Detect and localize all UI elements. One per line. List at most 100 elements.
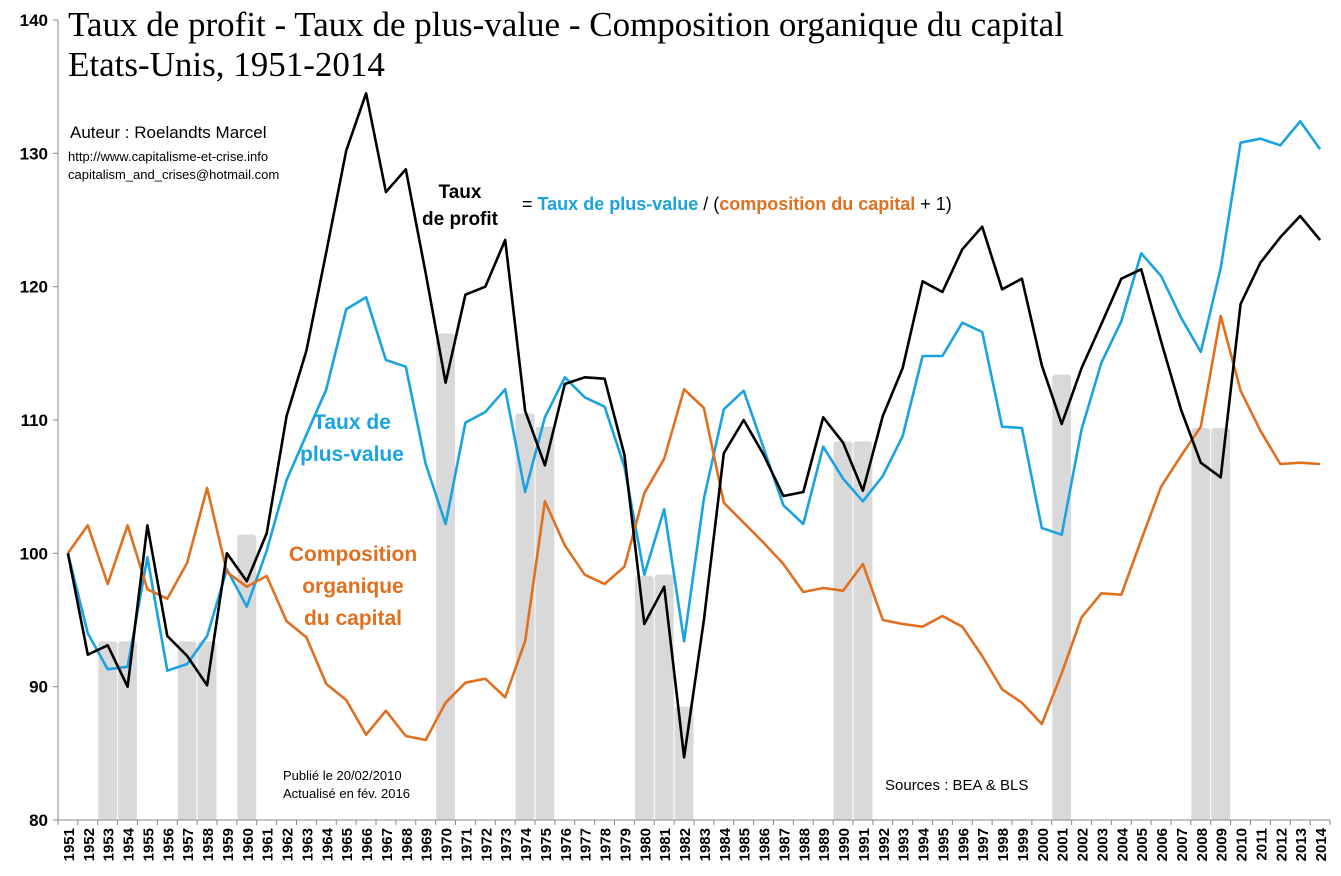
formula-label: de profit xyxy=(422,209,499,230)
annotation: Publié le 20/02/2010 xyxy=(283,768,402,783)
x-tick-label: 1956 xyxy=(160,828,177,861)
x-tick-label: 1954 xyxy=(121,827,138,861)
x-tick-label: 1972 xyxy=(478,828,495,861)
annotation: plus-value xyxy=(300,443,404,466)
line xyxy=(66,92,1322,759)
x-tick-label: 1957 xyxy=(180,828,197,861)
formula-part: + 1) xyxy=(915,194,952,214)
x-tick-label: 1961 xyxy=(260,828,277,861)
annotation: Taux de xyxy=(313,411,391,434)
y-tick-label: 120 xyxy=(20,278,48,297)
x-tick-label: 2008 xyxy=(1194,828,1211,861)
x-tick-label: 1968 xyxy=(399,828,416,861)
x-tick-label: 1967 xyxy=(379,828,396,861)
x-tick-label: 1988 xyxy=(796,828,813,861)
bar xyxy=(1191,428,1211,820)
author-text: Auteur : Roelandts Marcel xyxy=(70,123,267,142)
author-text: capitalism_and_crises@hotmail.com xyxy=(68,167,279,182)
x-tick-label: 1976 xyxy=(558,828,575,861)
x-tick-label: 1958 xyxy=(200,828,217,861)
x-tick-label: 1983 xyxy=(697,828,714,861)
x-tick-label: 1964 xyxy=(319,827,336,861)
x-tick-label: 2001 xyxy=(1055,828,1072,861)
x-tick-label: 2000 xyxy=(1035,828,1052,861)
x-tick-label: 1979 xyxy=(617,828,634,861)
annotation: Actualisé en fév. 2016 xyxy=(283,786,410,801)
x-tick-label: 1989 xyxy=(816,828,833,861)
x-tick-label: 1965 xyxy=(339,828,356,861)
x-tick-label: 2004 xyxy=(1114,827,1131,861)
x-tick-label: 1987 xyxy=(776,828,793,861)
y-tick-label: 90 xyxy=(29,678,48,697)
x-tick-label: 1952 xyxy=(81,828,98,861)
x-tick-label: 2002 xyxy=(1075,828,1092,861)
x-tick-label: 1960 xyxy=(240,828,257,861)
x-tick-label: 1971 xyxy=(458,828,475,861)
x-tick-label: 1991 xyxy=(856,828,873,861)
x-tick-label: 2006 xyxy=(1154,828,1171,861)
chart-title: Etats-Unis, 1951-2014 xyxy=(68,45,385,84)
author-text: http://www.capitalisme-et-crise.info xyxy=(68,149,268,164)
y-tick-label: 130 xyxy=(20,144,48,163)
x-tick-label: 1953 xyxy=(101,828,118,861)
bar xyxy=(674,706,694,820)
x-tick-label: 1970 xyxy=(439,828,456,861)
x-tick-label: 1995 xyxy=(935,828,952,861)
x-tick-label: 1978 xyxy=(598,828,615,861)
x-tick-label: 1973 xyxy=(498,828,515,861)
x-tick-label: 1997 xyxy=(975,828,992,861)
x-tick-label: 1969 xyxy=(419,828,436,861)
bar xyxy=(1211,428,1231,820)
bar xyxy=(436,333,455,820)
x-tick-label: 2013 xyxy=(1293,828,1310,861)
chart-title: Taux de profit - Taux de plus-value - Co… xyxy=(68,5,1064,44)
x-tick-label: 1955 xyxy=(140,828,157,861)
x-tick-label: 1992 xyxy=(876,828,893,861)
x-tick-label: 1982 xyxy=(677,828,694,861)
x-tick-label: 2011 xyxy=(1253,828,1270,861)
x-tick-label: 1963 xyxy=(299,828,316,861)
annotation: organique xyxy=(302,575,404,598)
annotation: Sources : BEA & BLS xyxy=(885,777,1028,794)
x-tick-label: 1994 xyxy=(916,827,933,861)
x-tick-label: 2007 xyxy=(1174,828,1191,861)
x-tick-label: 1993 xyxy=(896,828,913,861)
formula-label: Taux xyxy=(439,182,482,203)
annotation: du capital xyxy=(304,607,402,630)
formula-part: / ( xyxy=(698,194,719,214)
bar xyxy=(1052,374,1072,820)
x-tick-label: 1985 xyxy=(737,828,754,861)
bar xyxy=(177,641,197,820)
bar xyxy=(833,441,853,820)
line xyxy=(66,120,1322,672)
x-tick-label: 2012 xyxy=(1273,828,1290,861)
formula-part: Taux de plus-value xyxy=(538,194,699,214)
x-tick-label: 2014 xyxy=(1313,827,1330,861)
x-tick-label: 1990 xyxy=(836,828,853,861)
y-tick-label: 110 xyxy=(21,411,48,430)
x-tick-label: 1981 xyxy=(657,828,674,861)
bar xyxy=(197,641,217,820)
formula-part: = xyxy=(522,194,538,214)
y-tick-label: 100 xyxy=(20,544,48,563)
x-tick-label: 2009 xyxy=(1214,828,1231,861)
x-tick-label: 1996 xyxy=(955,828,972,861)
formula: = Taux de plus-value / (composition du c… xyxy=(522,194,952,214)
x-tick-label: 1962 xyxy=(280,828,297,861)
x-tick-label: 1977 xyxy=(578,828,595,861)
x-tick-label: 1951 xyxy=(61,828,78,861)
bar xyxy=(98,641,118,820)
x-tick-label: 1959 xyxy=(220,828,237,861)
x-tick-label: 1966 xyxy=(359,828,376,861)
x-tick-label: 2005 xyxy=(1134,828,1151,861)
x-tick-label: 2003 xyxy=(1094,828,1111,861)
x-tick-label: 1980 xyxy=(637,828,654,861)
bar xyxy=(634,576,654,820)
bar xyxy=(237,534,257,820)
x-tick-label: 1999 xyxy=(1015,828,1032,861)
x-tick-label: 2010 xyxy=(1234,828,1251,861)
bar xyxy=(654,574,674,820)
y-tick-label: 140 xyxy=(20,11,48,30)
bar xyxy=(853,441,873,820)
